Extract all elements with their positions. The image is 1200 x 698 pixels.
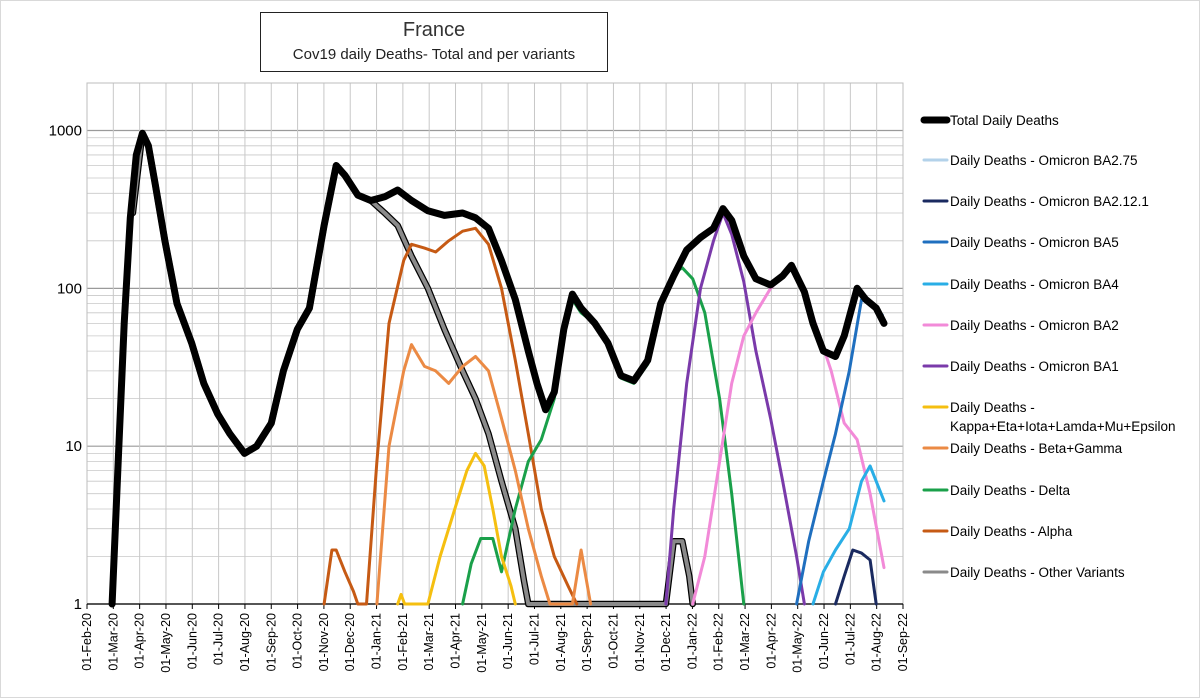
x-tick-label: 01-Feb-20 — [80, 613, 94, 671]
x-tick-label: 01-Aug-20 — [238, 613, 252, 671]
legend-label: Total Daily Deaths — [950, 113, 1059, 128]
x-tick-label: 01-Jun-22 — [817, 613, 831, 669]
x-tick-label: 01-Jun-21 — [501, 613, 515, 669]
legend-label: Daily Deaths - Omicron BA2 — [950, 318, 1119, 333]
axis-layer: 1 10 100 1000 01-Feb-20 01-Mar-20 01-Apr-20 01-… — [49, 123, 910, 673]
series-line-daily-deaths-beta-gamma — [375, 343, 593, 606]
series-line-daily-deaths-omicron-ba2-12-1 — [834, 548, 878, 606]
x-tick-label: 01-May-21 — [475, 613, 489, 673]
y-tick-label: 10 — [65, 438, 82, 455]
series-line-total-daily-deaths — [108, 129, 888, 608]
x-tick-label: 01-Jul-20 — [212, 613, 226, 665]
x-tick-label: 01-Sep-21 — [580, 613, 594, 671]
x-tick-label: 01-Apr-21 — [449, 613, 463, 669]
x-tick-label: 01-Mar-21 — [422, 613, 436, 671]
series-line-daily-deaths-omicron-ba1 — [664, 211, 806, 606]
x-tick-label: 01-Apr-22 — [764, 613, 778, 669]
y-tick-label: 100 — [57, 280, 82, 297]
legend-label: Daily Deaths - Delta — [950, 483, 1071, 498]
series-line-daily-deaths-omicron-ba4 — [811, 464, 886, 606]
x-tick-label: 01-Nov-20 — [317, 613, 331, 671]
legend-label: Daily Deaths - Other Variants — [950, 565, 1125, 580]
x-tick-label: 01-Jan-21 — [370, 613, 384, 669]
chart-title-box: France Cov19 daily Deaths- Total and per… — [260, 12, 608, 72]
x-tick-label: 01-Oct-21 — [606, 613, 620, 669]
x-tick-label: 01-Aug-22 — [870, 613, 884, 671]
legend-layer: Total Daily Deaths Daily Deaths - Omicron… — [920, 113, 1176, 580]
legend-label: Daily Deaths - Omicron BA1 — [950, 359, 1119, 374]
x-tick-label: 01-Sep-22 — [896, 613, 910, 671]
x-tick-label: 01-Mar-22 — [738, 613, 752, 671]
chart-title: France — [402, 19, 466, 41]
chart-subtitle: Cov19 daily Deaths- Total and per varian… — [292, 46, 576, 63]
x-tick-label: 01-Sep-20 — [264, 613, 278, 671]
x-tick-label: 01-Feb-21 — [396, 613, 410, 671]
y-tick-label: 1 — [74, 596, 82, 613]
x-tick-label: 01-Nov-21 — [633, 613, 647, 671]
legend-label: Daily Deaths - — [950, 400, 1035, 415]
x-tick-label: 01-May-22 — [791, 613, 805, 673]
x-tick-label: 01-Jul-22 — [843, 613, 857, 665]
grid-layer — [86, 82, 904, 605]
x-tick-label: 01-Apr-20 — [133, 613, 147, 669]
x-tick-label: 01-Dec-21 — [659, 613, 673, 671]
series-layer — [108, 129, 888, 608]
series-line-daily-deaths-omicron-ba2 — [691, 263, 886, 606]
x-tick-label: 01-Dec-20 — [343, 613, 357, 671]
x-tick-label: 01-Aug-21 — [554, 613, 568, 671]
x-tick-label: 01-Mar-20 — [106, 613, 120, 671]
x-tick-label: 01-Oct-20 — [291, 613, 305, 669]
x-tick-label: 01-May-20 — [159, 613, 173, 673]
y-tick-label: 1000 — [49, 123, 82, 140]
legend-label: Daily Deaths - Beta+Gamma — [950, 441, 1123, 456]
x-tick-label: 01-Jun-20 — [185, 613, 199, 669]
series-line-daily-deaths-kappa-eta-iota-lamda-mu-epsilon — [396, 451, 517, 606]
x-tick-label: 01-Jul-21 — [527, 613, 541, 665]
legend-label: Daily Deaths - Omicron BA2.12.1 — [950, 194, 1149, 209]
x-tick-label: 01-Feb-22 — [712, 613, 726, 671]
legend-label: Daily Deaths - Omicron BA5 — [950, 235, 1119, 250]
legend-label: Daily Deaths - Omicron BA2.75 — [950, 153, 1138, 168]
legend-label: Daily Deaths - Alpha — [950, 524, 1073, 539]
x-tick-label: 01-Jan-22 — [685, 613, 699, 669]
legend-label-continued: Kappa+Eta+Iota+Lamda+Mu+Epsilon — [950, 419, 1176, 434]
series-line-daily-deaths-alpha — [322, 226, 579, 606]
legend-label: Daily Deaths - Omicron BA4 — [950, 277, 1119, 292]
